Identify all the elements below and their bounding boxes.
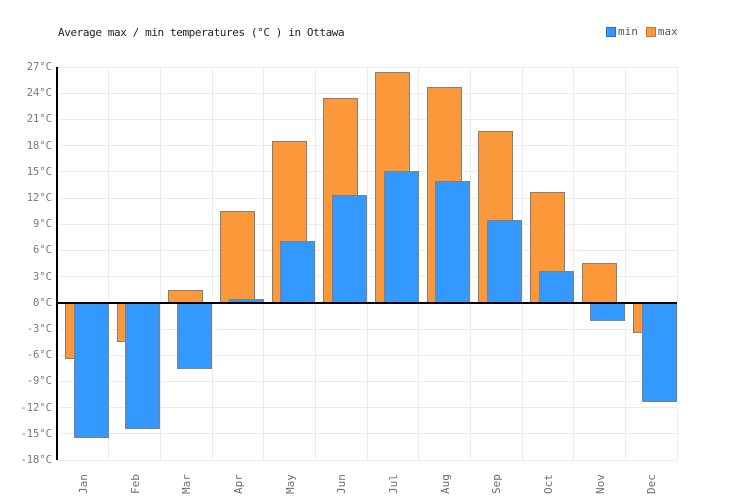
y-axis-tick-label: 15°C [26, 165, 52, 178]
legend-label-max: max [657, 25, 678, 38]
y-axis-tick-label: -15°C [20, 427, 52, 440]
x-axis-label-may: May [283, 474, 297, 494]
gridline-v [624, 67, 626, 460]
zero-degree-axis-line [57, 301, 677, 304]
y-axis-tick-label: 6°C [33, 244, 52, 257]
max-bar-Apr[interactable] [220, 211, 255, 303]
x-axis-label-aug: Aug [438, 474, 452, 494]
x-axis-label-apr: Apr [231, 474, 245, 494]
min-bar-Nov[interactable] [590, 302, 626, 322]
min-bar-Aug[interactable] [435, 181, 471, 303]
y-axis-tick-label: 3°C [33, 270, 52, 283]
gridline-v [263, 67, 265, 460]
y-axis-tick-label: 27°C [26, 61, 52, 73]
gridline-v [469, 67, 471, 460]
min-bar-Jan[interactable] [73, 302, 109, 439]
x-axis-label-sep: Sep [490, 474, 504, 494]
x-axis-label-oct: Oct [541, 474, 555, 494]
min-bar-Jul[interactable] [383, 170, 419, 303]
x-axis-label-mar: Mar [180, 474, 194, 494]
max-series-swatch-icon [645, 26, 656, 37]
y-axis-tick-label: 0°C [33, 296, 52, 309]
y-axis-tick-label: 24°C [26, 87, 52, 100]
gridline-v [108, 67, 110, 460]
legend-item-max[interactable]: max [645, 25, 678, 38]
y-axis-line [56, 67, 58, 460]
min-bar-Dec[interactable] [641, 302, 677, 403]
gridline-v [159, 67, 161, 460]
max-bar-Nov[interactable] [581, 262, 617, 303]
x-axis-label-nov: Nov [593, 474, 607, 494]
y-axis-tick-label: -6°C [26, 349, 52, 362]
min-bar-Oct[interactable] [538, 271, 574, 303]
x-axis-label-dec: Dec [645, 474, 659, 494]
gridline-v [418, 67, 420, 460]
min-bar-May[interactable] [280, 240, 316, 303]
y-axis-tick-label: -9°C [26, 375, 52, 388]
x-axis-label-jan: Jan [76, 474, 90, 494]
min-bar-Sep[interactable] [486, 219, 522, 303]
gridline-v [314, 67, 316, 460]
gridline-v [211, 67, 213, 460]
y-axis-tick-label: 21°C [26, 113, 52, 126]
min-bar-Jun[interactable] [331, 194, 367, 303]
y-axis-tick-label: 12°C [26, 192, 52, 204]
y-axis-tick-label: 9°C [33, 218, 52, 231]
x-axis-label-jun: Jun [335, 474, 349, 494]
gridline-v [676, 67, 678, 460]
chart-title: Average max / min temperatures (°C ) in … [58, 26, 345, 39]
gridline-v [521, 67, 523, 460]
x-axis-label-feb: Feb [128, 474, 142, 494]
y-axis-tick-label: -18°C [20, 454, 52, 466]
y-axis-tick-label: -12°C [20, 401, 52, 414]
gridline-h [57, 459, 677, 461]
x-axis-label-jul: Jul [386, 474, 400, 494]
legend-label-min: min [618, 25, 638, 38]
min-bar-Feb[interactable] [125, 302, 161, 429]
y-axis-tick-label: 18°C [26, 139, 52, 152]
min-series-swatch-icon [606, 26, 616, 37]
min-bar-Mar[interactable] [176, 302, 212, 370]
gridline-v [366, 67, 368, 460]
y-axis-tick-label: -3°C [26, 323, 52, 335]
legend: min max [606, 25, 678, 38]
gridline-v [573, 67, 575, 460]
legend-item-min[interactable]: min [606, 25, 638, 38]
